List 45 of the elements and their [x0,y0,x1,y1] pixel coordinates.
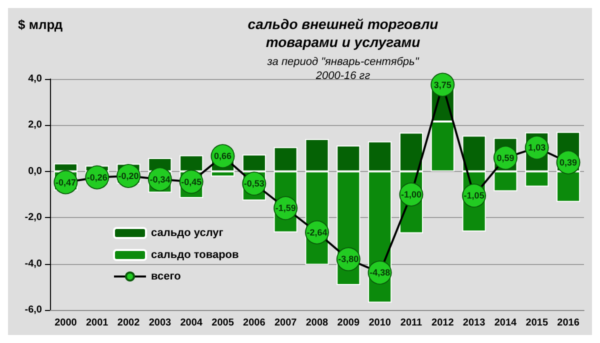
x-tick-label: 2004 [180,318,203,328]
y-tick-label: -6,0 [24,304,42,316]
y-tick-label: -2,0 [24,212,42,224]
y-tick-label: 0,0 [28,166,42,177]
x-tick-label: 2013 [462,318,486,328]
x-tick-label: 2014 [494,318,518,328]
x-tick-label: 2007 [274,318,298,328]
data-label: -0,26 [86,172,108,182]
data-label: -3,80 [338,254,359,264]
x-tick-label: 2006 [243,318,266,328]
x-tick-label: 2008 [306,318,329,328]
data-label: 0,39 [560,157,578,168]
data-label: -1,59 [275,203,296,214]
y-tick-label: 4,0 [28,74,42,84]
data-label: 0,66 [214,151,232,162]
y-axis-title: $ млрд [18,17,64,32]
data-label: -0,53 [244,178,264,189]
data-label: -1,00 [400,190,422,200]
x-tick-label: 2002 [117,318,140,328]
x-tick-label: 2010 [368,318,392,328]
chart-title: сальдо внешней торговли товарами и услугами [248,16,439,50]
x-tick-label: 2012 [432,318,454,328]
legend-label: всего [151,270,182,282]
chart-subtitle: за период "январь-сентябрь" 2000-16 гг [266,56,420,82]
data-label: -1,05 [464,190,484,201]
data-label: -0,20 [118,171,139,182]
data-label: -2,64 [306,227,328,238]
x-tick-label: 2005 [212,318,234,328]
x-tick-label: 2015 [526,318,548,328]
x-tick-label: 2000 [54,318,78,328]
x-tick-label: 2003 [148,318,172,328]
x-tick-label: 2009 [337,318,360,328]
data-label: 3,75 [434,80,452,90]
x-tick-label: 2016 [557,318,580,328]
x-tick-label: 2011 [400,318,423,328]
legend-label: сальдо услуг [151,227,224,239]
data-label: -0,34 [150,174,170,184]
x-tick-label: 2001 [86,318,109,328]
legend-label: сальдо товаров [151,249,240,261]
data-label: 1,03 [528,142,546,153]
data-label: -4,38 [370,268,390,278]
data-label: 0,59 [496,152,514,163]
y-tick-label: 2,0 [28,120,42,131]
data-label: -0,45 [181,176,202,187]
y-tick-label: -4,0 [24,258,42,270]
